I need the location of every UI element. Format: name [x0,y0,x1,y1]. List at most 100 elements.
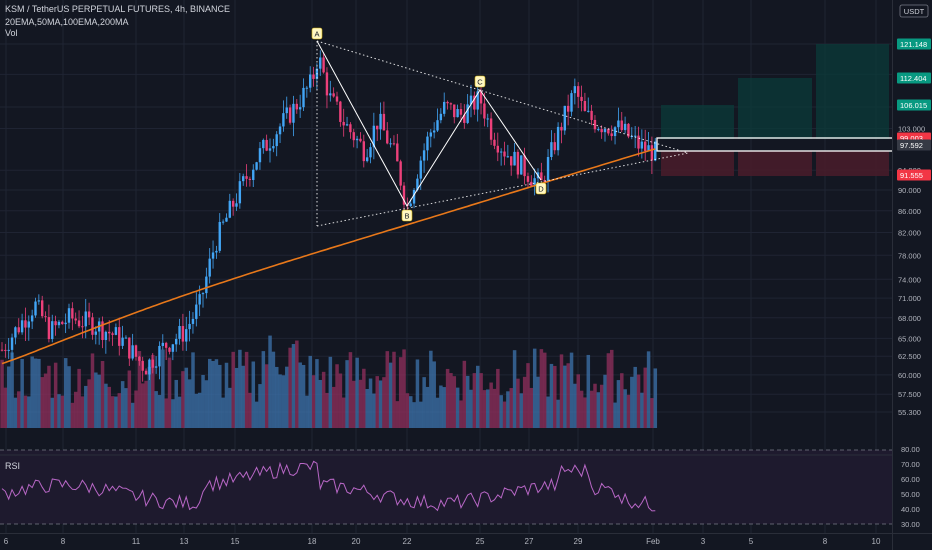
volume-bar [60,395,65,428]
candle-body [503,151,506,157]
abcd-legs[interactable] [316,40,542,207]
candle-up [426,131,429,161]
candle-body [386,130,389,144]
symbol-title[interactable]: KSM / TetherUS PERPETUAL FUTURES, 4h, BI… [5,4,231,14]
volume-bar [328,356,333,428]
currency-selector-button[interactable]: USDT [899,4,929,18]
candle-up [201,292,205,308]
candle-up [389,138,392,148]
candle-body [623,123,627,131]
candle-body [533,178,536,186]
candle-body [305,87,309,89]
pattern-label-text: B [404,212,409,221]
candle-body [278,126,282,135]
stop-box-3[interactable] [816,151,889,176]
candle-body [329,93,332,96]
candle-body [516,151,520,175]
target-box-2[interactable] [738,78,812,139]
volume-bar [573,383,577,428]
pattern-label-c[interactable]: C [474,75,486,88]
candle-down [322,52,325,74]
volume-bar [425,386,430,428]
candle-body [211,252,215,259]
candle-body [526,176,530,182]
pattern-label-a[interactable]: A [311,27,323,40]
target-box-3[interactable] [816,44,889,139]
candle-down [24,307,27,342]
candle-body [104,331,108,341]
volume-bar [482,390,487,428]
volume-bar [271,351,276,428]
volume-bar [141,383,145,428]
volume-bar [254,401,259,428]
volume-bar [231,351,235,428]
candle-body [620,120,623,131]
pattern-point-labels[interactable]: A B C D [311,27,547,222]
volume-bar [368,378,373,428]
candle-body [188,323,191,330]
candle-down [650,136,654,175]
candle-body [640,141,644,149]
target-box-1[interactable] [661,105,734,139]
candle-body [0,349,4,351]
candle-body [520,155,523,175]
rsi-legend[interactable]: RSI [5,461,21,471]
stop-box-2[interactable] [738,151,812,176]
pattern-label-b[interactable]: B [401,209,413,222]
candle-down [81,315,84,339]
position-boxes[interactable] [656,44,894,176]
volume-bar [626,394,631,428]
volume-bar [529,387,534,428]
triangle-lower-line[interactable] [316,152,689,227]
volume-bar [519,393,524,428]
time-axis-label: 8 [61,537,66,546]
candle-up [228,193,231,219]
volume-bar [462,360,467,428]
candle-up [205,267,208,299]
volume-bar [184,367,189,428]
candle-body [530,181,533,186]
volume-bar [325,392,329,428]
candle-body [369,147,372,158]
candle-body [158,345,161,367]
indicator-legend[interactable]: 20EMA,50MA,100EMA,200MA [5,17,129,27]
candle-down [446,100,449,110]
volume-bar [97,374,101,428]
volume-bar [17,391,21,428]
price-tag-dark: 97.592 [897,139,931,151]
volume-legend[interactable]: Vol [5,28,18,38]
volume-bar [281,375,286,428]
price-tag-label: 97.592 [900,141,923,150]
candle-down [516,149,520,179]
candle-up [429,129,432,148]
candle-body [71,308,74,319]
volume-bar [291,344,296,428]
candle-down [483,92,486,127]
candle-up [520,155,523,175]
candle-body [295,103,298,110]
triangle-upper-line[interactable] [316,40,689,154]
candle-body [546,157,550,182]
candle-body [650,145,654,161]
abcd-pattern-drawing[interactable] [316,40,689,227]
volume-bar [506,391,510,428]
candle-body [245,176,248,179]
stop-box-1[interactable] [661,151,734,176]
candle-body [566,105,570,112]
volume-bar [566,363,570,428]
candle-up [252,164,255,188]
price-axis-label: 86.000 [898,207,921,216]
candle-body [44,316,47,318]
volume-bar [422,377,426,428]
candle-body [91,317,94,335]
candle-up [238,173,242,209]
volume-bar [74,391,78,428]
volume-bar [171,399,175,428]
pattern-label-d[interactable]: D [535,182,547,195]
volume-bar [559,354,564,428]
candle-body [556,126,560,151]
candle-body [298,107,302,110]
candle-body [392,143,396,145]
price-axis-background[interactable] [893,0,932,550]
